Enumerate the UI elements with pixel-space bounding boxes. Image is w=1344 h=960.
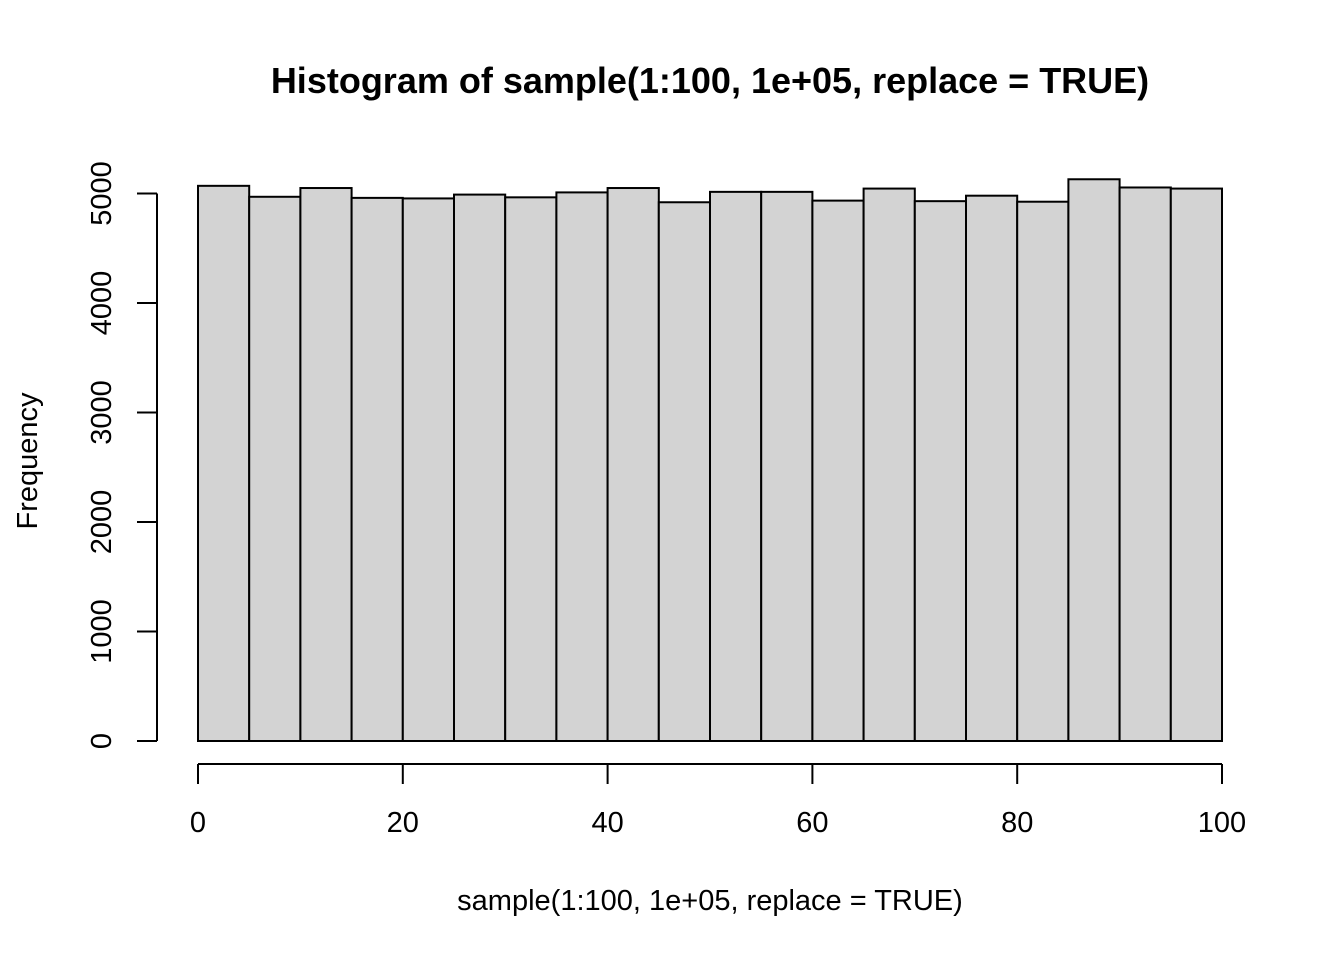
histogram-bar (248, 195, 302, 743)
x-axis: 0 20 40 60 80 100 (190, 763, 1246, 839)
y-tick-label: 0 (86, 733, 118, 749)
x-tick-label: 60 (796, 807, 828, 839)
histogram-bar (555, 191, 609, 742)
histogram-bar (760, 190, 814, 743)
histogram-bar (862, 187, 916, 742)
x-tick-label: 80 (1001, 807, 1033, 839)
histogram-bar (299, 187, 353, 742)
histogram-bar (657, 201, 711, 742)
x-tick-label: 0 (190, 807, 206, 839)
y-tick-label: 5000 (86, 161, 118, 226)
y-tick-label: 4000 (86, 271, 118, 336)
histogram-bar (453, 193, 507, 743)
histogram-bar (1016, 200, 1070, 742)
histogram-bar (401, 197, 455, 743)
y-tick-label: 2000 (86, 490, 118, 555)
histogram-bar (1169, 187, 1224, 742)
y-tick-label: 1000 (86, 599, 118, 664)
x-axis-label: sample(1:100, 1e+05, replace = TRUE) (457, 885, 963, 917)
x-tick-label: 20 (387, 807, 419, 839)
histogram-bar (811, 199, 865, 742)
histogram-bar (913, 200, 967, 743)
bars-group (197, 178, 1224, 743)
x-tick-label: 100 (1198, 807, 1246, 839)
histogram-bar (197, 184, 251, 742)
histogram-bar (1067, 178, 1121, 742)
histogram-bar (965, 194, 1019, 742)
histogram-bar (1118, 186, 1172, 743)
histogram-bar (504, 196, 558, 742)
histogram-bar (606, 187, 660, 742)
y-axis-label: Frequency (12, 392, 44, 530)
histogram-bar (350, 196, 404, 742)
y-axis: 0 1000 2000 3000 4000 5000 (86, 161, 158, 749)
x-tick-label: 40 (591, 807, 623, 839)
chart-title: Histogram of sample(1:100, 1e+05, replac… (271, 60, 1149, 101)
histogram-bar (709, 190, 763, 743)
y-tick-label: 3000 (86, 380, 118, 445)
